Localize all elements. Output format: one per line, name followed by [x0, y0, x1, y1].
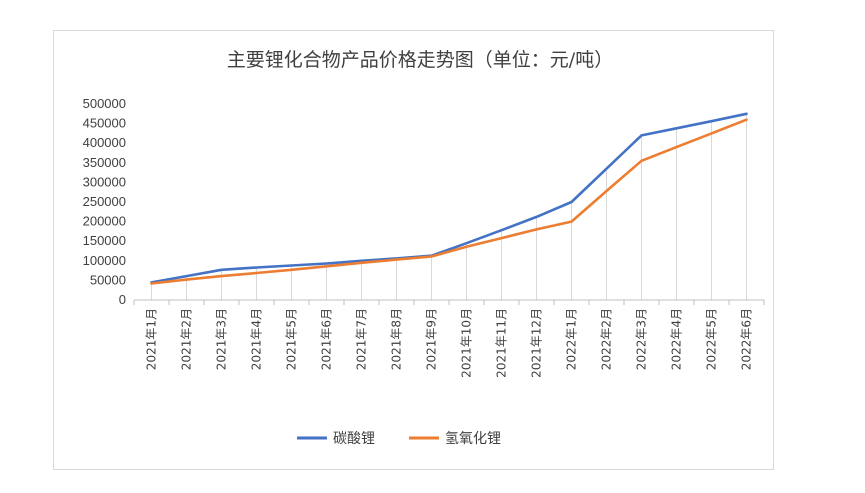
y-tick-label: 100000 — [83, 253, 126, 268]
legend-label-2: 氢氧化锂 — [445, 431, 501, 447]
x-tick-label: 2022年5月 — [705, 308, 719, 370]
y-tick-label: 200000 — [83, 214, 126, 229]
y-tick-label: 400000 — [83, 135, 126, 150]
x-tick-label: 2021年5月 — [285, 308, 299, 370]
y-tick-label: 350000 — [83, 155, 126, 170]
chart-title: 主要锂化合物产品价格走势图（单位：元/吨） — [227, 49, 613, 71]
grid-lines — [151, 113, 747, 300]
x-tick-label: 2021年6月 — [320, 308, 334, 370]
legend-label-1: 碳酸锂 — [333, 431, 375, 447]
x-tick-label: 2021年1月 — [145, 308, 159, 370]
y-tick-label: 150000 — [83, 233, 126, 248]
x-tick-label: 2021年2月 — [180, 308, 194, 370]
x-tick-label: 2021年7月 — [355, 308, 369, 370]
series-lines — [150, 112, 748, 285]
y-tick-label: 500000 — [83, 96, 126, 111]
x-tick-label: 2021年11月 — [495, 308, 509, 378]
x-tick-label: 2022年6月 — [740, 308, 754, 370]
y-tick-label: 0 — [119, 292, 126, 307]
line-chart: 主要锂化合物产品价格走势图（单位：元/吨） 500000450000400000… — [83, 49, 765, 447]
y-tick-label: 50000 — [90, 272, 126, 287]
x-axis-ticks: 2021年1月 2021年2月 2021年3月 2021年4月 2021年5月 2021年… — [145, 308, 754, 378]
x-tick-label: 2021年4月 — [250, 308, 264, 370]
x-tick-label: 2022年4月 — [670, 308, 684, 370]
series-line-2 — [150, 118, 748, 285]
y-tick-label: 300000 — [83, 174, 126, 189]
x-tick-label: 2022年1月 — [565, 308, 579, 370]
y-tick-label: 450000 — [83, 116, 126, 131]
x-tick-label: 2021年12月 — [530, 308, 544, 378]
legend: 碳酸锂 氢氧化锂 — [297, 431, 501, 447]
x-tick-label: 2022年3月 — [635, 308, 649, 370]
axes — [133, 299, 765, 305]
x-tick-label: 2021年9月 — [425, 308, 439, 370]
chart-frame: 主要锂化合物产品价格走势图（单位：元/吨） 500000 450000 400000… — [53, 30, 774, 470]
x-tick-label: 2022年2月 — [600, 308, 614, 370]
x-tick-label: 2021年10月 — [460, 308, 474, 378]
y-axis-ticks: 5000004500004000003500003000002500002000… — [83, 96, 126, 307]
x-tick-label: 2021年8月 — [390, 308, 404, 370]
series-line-1 — [150, 112, 748, 284]
x-tick-label: 2021年3月 — [215, 308, 229, 370]
y-tick-label: 250000 — [83, 194, 126, 209]
